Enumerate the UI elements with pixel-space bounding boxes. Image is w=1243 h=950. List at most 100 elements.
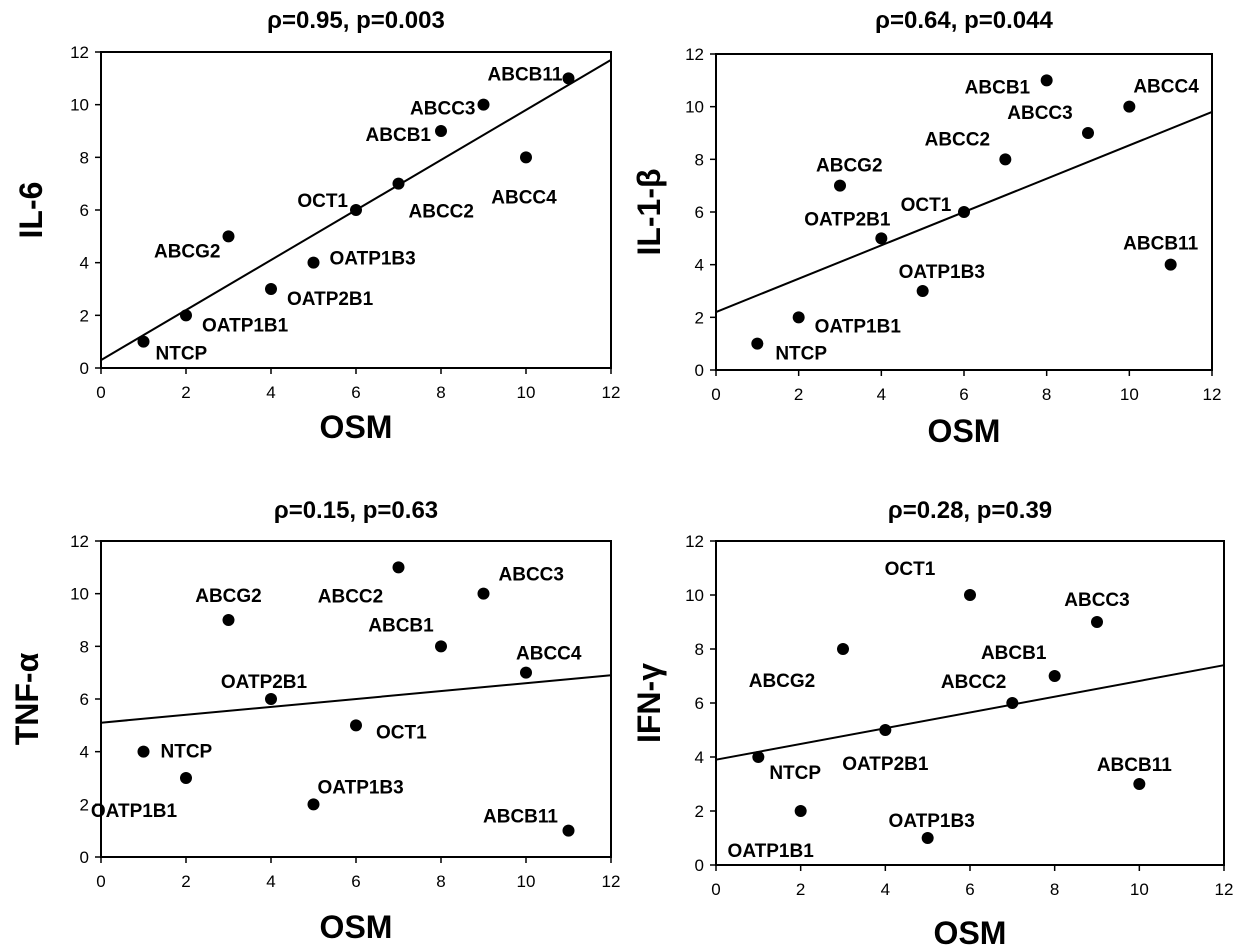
y-tick-label: 4: [695, 748, 704, 767]
data-point-oatp1b3: [307, 798, 320, 811]
point-label: OATP1B1: [202, 315, 289, 336]
chart-title: ρ=0.28, p=0.39: [888, 497, 1052, 524]
point-label: ABCB11: [1123, 234, 1198, 255]
point-label: ABCB1: [368, 615, 434, 636]
x-axis-label: OSM: [320, 409, 393, 445]
x-tick-label: 10: [517, 383, 536, 402]
x-tick-label: 8: [1042, 385, 1051, 404]
point-label: ABCC3: [1007, 103, 1072, 124]
y-axis-label: IL-6: [13, 182, 49, 239]
chart-title: ρ=0.64, p=0.044: [875, 7, 1053, 34]
y-tick-label: 0: [80, 848, 89, 867]
chart-title: ρ=0.95, p=0.003: [267, 7, 445, 34]
y-tick-label: 10: [70, 96, 89, 115]
point-label: OCT1: [885, 559, 936, 580]
data-point-ntcp: [752, 751, 765, 763]
x-tick-label: 0: [96, 872, 105, 891]
y-tick-label: 2: [695, 308, 704, 327]
scatter-panel-2: ρ=0.64, p=0.044 0 2 4 6 8 10 12 0 2 4 6 8 10 12 OSM IL-1…: [631, 7, 1221, 449]
x-tick-label: 6: [351, 872, 360, 891]
point-label: OCT1: [901, 195, 952, 216]
point-label: ABCB1: [965, 77, 1031, 98]
y-tick-label: 4: [80, 254, 89, 273]
data-point-oct1: [958, 206, 970, 218]
data-point-oatp1b1: [792, 311, 805, 324]
x-tick-label: 12: [602, 383, 621, 402]
y-axis-label: IL-1-β: [631, 168, 667, 255]
y-tick-label: 6: [80, 201, 89, 220]
x-tick-label: 12: [1215, 880, 1234, 899]
data-point-ntcp: [137, 745, 150, 758]
x-tick-label: 8: [1050, 880, 1059, 899]
point-label: OATP1B3: [889, 811, 975, 832]
data-point-abcc4: [1123, 100, 1136, 113]
data-point-oatp1b1: [180, 772, 192, 784]
x-tick-label: 0: [711, 385, 720, 404]
y-tick-label: 12: [685, 532, 704, 551]
data-point-abcc2: [392, 561, 405, 574]
point-label: ABCC3: [1064, 590, 1129, 611]
point-label: NTCP: [775, 344, 827, 365]
y-tick-label: 0: [695, 856, 704, 875]
point-label: ABCC4: [1133, 77, 1199, 98]
data-point-abcb1: [1048, 670, 1061, 682]
x-tick-label: 0: [96, 383, 105, 402]
data-point-ntcp: [137, 335, 150, 348]
data-point-oatp2b1: [879, 724, 892, 736]
y-tick-label: 4: [695, 256, 704, 275]
y-tick-label: 12: [70, 532, 89, 551]
x-axis-label: OSM: [928, 413, 1001, 449]
data-point-abcc3: [477, 98, 490, 111]
data-point-oct1: [350, 719, 362, 732]
data-point-oct1: [350, 204, 362, 216]
point-label: ABCC4: [491, 187, 557, 208]
data-point-abcg2: [222, 614, 235, 626]
y-tick-label: 6: [695, 694, 704, 713]
data-point-abcc3: [477, 587, 490, 600]
point-label: ABCG2: [154, 241, 221, 262]
point-label: OATP1B3: [318, 777, 404, 798]
data-point-abcb11: [1133, 778, 1146, 790]
x-tick-label: 4: [266, 872, 275, 891]
point-label: ABCC3: [499, 565, 564, 586]
data-point-abcb11: [1164, 258, 1177, 271]
point-label: ABCC3: [410, 99, 475, 120]
x-tick-label: 2: [794, 385, 803, 404]
point-label: ABCB11: [488, 64, 563, 85]
data-point-abcg2: [222, 230, 235, 243]
data-point-oatp1b1: [794, 805, 807, 817]
point-label: ABCG2: [749, 671, 816, 692]
x-axis-label: OSM: [934, 915, 1007, 950]
chart-title: ρ=0.15, p=0.63: [274, 497, 438, 524]
data-point-abcc3: [1091, 616, 1103, 628]
point-label: NTCP: [769, 763, 821, 784]
point-label: OATP2B1: [287, 289, 374, 310]
point-label: OATP1B1: [815, 316, 902, 337]
data-point-abcg2: [837, 643, 849, 655]
point-label: ABCC2: [409, 202, 474, 223]
x-tick-label: 12: [602, 872, 621, 891]
y-tick-label: 2: [80, 795, 89, 814]
data-point-abcc3: [1082, 127, 1094, 139]
point-label: ABCG2: [195, 586, 262, 607]
point-label: OATP1B1: [728, 841, 815, 862]
point-label: OATP1B1: [91, 801, 178, 822]
data-point-abcc4: [520, 151, 532, 164]
x-tick-label: 2: [181, 383, 190, 402]
y-tick-label: 8: [695, 150, 704, 169]
y-tick-label: 2: [695, 802, 704, 821]
data-point-oatp2b1: [265, 693, 277, 705]
point-label: ABCB11: [483, 807, 558, 828]
point-label: ABCC2: [925, 129, 990, 150]
y-tick-label: 2: [80, 306, 89, 325]
data-point-abcb1: [435, 125, 447, 137]
data-point-abcb1: [435, 640, 447, 653]
y-tick-label: 6: [695, 203, 704, 222]
x-tick-label: 4: [877, 385, 886, 404]
data-point-oatp1b3: [307, 256, 320, 269]
data-point-abcc4: [520, 666, 532, 679]
x-tick-label: 2: [181, 872, 190, 891]
point-label: ABCB11: [1097, 755, 1172, 776]
y-tick-label: 8: [80, 148, 89, 167]
